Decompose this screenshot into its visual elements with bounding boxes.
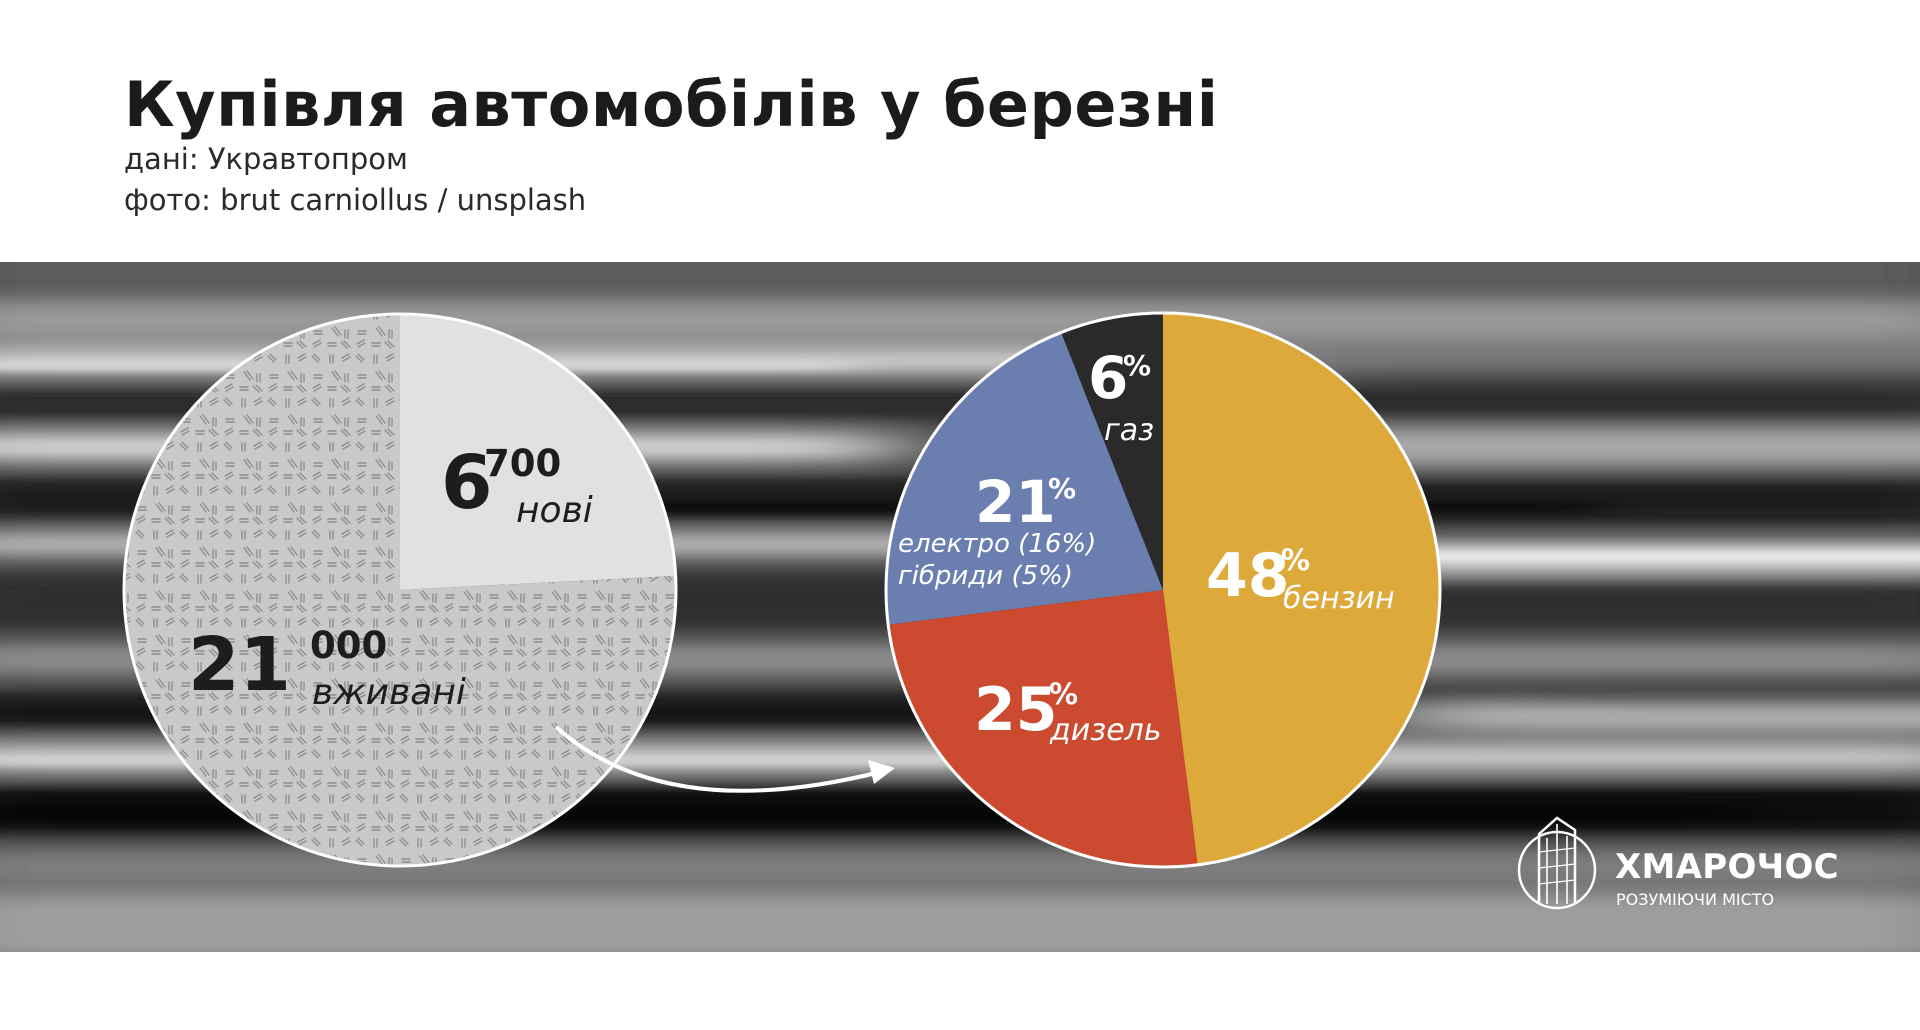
pie-outline [884,311,1442,869]
photo-banner: 6 700 нові 21 000 вживані 6 % газ 21 % е… [0,262,1920,952]
slice-value-petrol-main: 48 [1206,541,1290,611]
slice-value-new-main: 6 [441,440,493,526]
pie-fuel-types [884,311,1442,869]
slice-value-electric-main: 21 [975,468,1056,536]
chart-title: Купівля автомобілів у березні [124,68,1219,141]
data-source: дані: Укравтопром [124,142,408,177]
slice-value-gas-main: 6 [1088,344,1128,412]
slice-value-diesel-sup: % [1049,677,1078,711]
pie-slice-pattern-used [124,314,677,866]
brand-logo[interactable]: ХМАРОЧОС РОЗУМІЮЧИ МІСТО [1515,812,1845,922]
slice-label-electric-line1: електро (16%) [898,529,1096,559]
photo-credit: фото: brut carniollus / unsplash [124,183,587,218]
slice-label-diesel-text: дизель [1049,713,1162,748]
slice-value-used-sup: 000 [310,624,387,667]
slice-label-electric-line2: гібриди (5%) [898,561,1073,591]
slice-value-used-main: 21 [188,622,291,708]
slice-value-diesel-main: 25 [974,675,1058,745]
slice-value-petrol-sup: % [1281,543,1310,577]
slice-label-petrol: 48 % бензин [1206,541,1395,616]
slice-value-electric-sup: % [1048,472,1076,505]
pie-slice-gas [1061,313,1163,590]
slice-label-gas-text: газ [1104,413,1154,448]
pie-slice-electric [886,332,1163,625]
brand-tagline: РОЗУМІЮЧИ МІСТО [1616,890,1775,909]
slice-value-new-sup: 700 [484,442,561,485]
pie-outline [122,312,678,868]
slice-label-petrol-text: бензин [1283,581,1395,616]
header: Купівля автомобілів у березні дані: Укра… [124,72,1219,219]
banner-svg: 6 700 нові 21 000 вживані 6 % газ 21 % е… [0,262,1920,952]
slice-label-used-text: вживані [312,672,466,713]
brand-name: ХМАРОЧОС [1615,847,1839,887]
slice-value-gas-sup: % [1123,349,1151,382]
pie-slice-petrol [1163,313,1441,865]
slice-label-diesel: 25 % дизель [974,675,1162,748]
skyscraper-icon [1517,816,1597,910]
slice-label-gas: 6 % газ [1088,344,1154,448]
arrow-connector [554,725,895,793]
pie-slice-diesel [888,590,1198,867]
slice-label-new: 6 700 нові [441,440,593,531]
pie-slice-new [400,314,676,590]
slice-label-new-text: нові [516,490,593,531]
slice-label-electric: 21 % електро (16%) гібриди (5%) [898,468,1096,591]
pie-new-vs-used [122,312,678,868]
slice-label-used: 21 000 вживані [188,622,466,713]
